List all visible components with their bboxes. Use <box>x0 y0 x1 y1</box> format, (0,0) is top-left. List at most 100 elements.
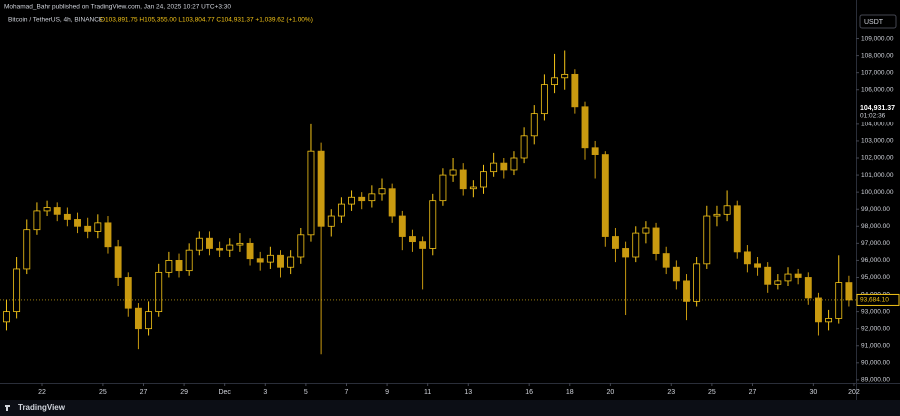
candle-body <box>388 188 396 217</box>
candle-body <box>337 203 345 217</box>
y-tick-label: 108,000.00 <box>861 52 894 59</box>
candle-body <box>835 282 843 319</box>
candle-body <box>764 266 772 285</box>
candle-body <box>530 113 538 137</box>
candle-body <box>348 196 356 205</box>
candle-body <box>480 171 487 188</box>
candle-body <box>114 246 122 278</box>
candle-body <box>246 242 254 260</box>
x-tick-label: 23 <box>667 389 675 396</box>
x-tick-label: 3 <box>263 389 267 396</box>
candle-body <box>236 242 244 246</box>
candle-body <box>713 213 721 217</box>
candle-body <box>185 249 193 272</box>
candle-body <box>500 162 508 171</box>
candle-body <box>774 280 782 285</box>
x-tick-label: 25 <box>708 389 716 396</box>
candle-body <box>409 236 416 243</box>
publisher: Mohamad_Bahr published on TradingView.co… <box>4 4 231 11</box>
candle-body <box>74 219 81 227</box>
candle-body <box>642 227 650 234</box>
candle-body <box>216 248 224 251</box>
candle-body <box>743 251 751 265</box>
x-tick-label: 9 <box>385 389 389 396</box>
candle-body <box>520 135 528 159</box>
y-tick-label: 106,000.00 <box>861 86 894 93</box>
candle-body <box>754 263 761 268</box>
candle-body <box>845 282 853 301</box>
candle-body <box>561 73 569 79</box>
y-tick-label: 96,000.00 <box>861 257 890 264</box>
currency-box[interactable] <box>859 14 897 29</box>
y-tick-label: 99,000.00 <box>861 206 890 213</box>
candle-body <box>510 157 518 171</box>
y-tick-label: 92,000.00 <box>861 325 890 332</box>
candle-body <box>297 234 305 258</box>
candle-body <box>693 263 701 302</box>
candle-body <box>266 254 274 263</box>
y-tick-label: 90,000.00 <box>861 360 890 367</box>
candle-body <box>23 229 31 270</box>
candle-body <box>815 297 822 323</box>
candle-body <box>540 84 548 115</box>
y-tick-label: 98,000.00 <box>861 223 890 230</box>
y-tick-label: 89,000.00 <box>861 377 890 384</box>
currency[interactable]: USDT <box>864 19 884 26</box>
candle-body <box>94 222 102 232</box>
y-tick-label: 93,000.00 <box>861 308 890 315</box>
candle-body <box>256 258 264 263</box>
candle-body <box>733 205 741 253</box>
y-tick-label: 102,000.00 <box>861 155 894 162</box>
candle-body <box>571 73 579 108</box>
candle-body <box>165 260 173 273</box>
candle-body <box>277 254 284 268</box>
candle-body <box>327 215 335 227</box>
candle-body <box>784 273 792 282</box>
candle-body <box>43 207 51 212</box>
candle-body <box>175 260 183 272</box>
x-tick-label: 13 <box>464 389 472 396</box>
last-price-label: 93,684.10 <box>860 297 889 304</box>
candle-body <box>63 213 71 220</box>
candle-body <box>703 215 711 265</box>
y-tick-label: 104,000.00 <box>861 121 894 128</box>
candle-body <box>469 186 477 190</box>
x-tick-label: 20 <box>606 389 614 396</box>
x-tick-label: 5 <box>304 389 308 396</box>
candle-body <box>672 266 680 282</box>
candle-body <box>622 248 630 258</box>
candle-body <box>53 207 61 215</box>
footer <box>0 400 900 416</box>
countdown: 01:02:36 <box>860 113 886 120</box>
candle-body <box>429 200 437 249</box>
candle-body <box>723 205 731 215</box>
candle-body <box>419 241 427 249</box>
candle-body <box>317 150 325 227</box>
candle-body <box>612 236 619 249</box>
candle-body <box>591 147 599 155</box>
candle-body <box>804 277 812 299</box>
x-tick-label: 27 <box>749 389 757 396</box>
y-tick-label: 101,000.00 <box>861 172 894 179</box>
candle-body <box>104 222 112 248</box>
candle-body <box>378 188 386 195</box>
candle-body <box>683 280 690 302</box>
y-tick-label: 100,000.00 <box>861 189 894 196</box>
candle-body <box>226 244 234 251</box>
y-tick-label: 109,000.00 <box>861 35 894 42</box>
x-tick-label: 27 <box>140 389 148 396</box>
candle-body <box>601 154 609 237</box>
candle-body <box>145 311 153 330</box>
candle-body <box>490 162 498 173</box>
candle-body <box>551 77 559 86</box>
candle-body <box>3 311 10 323</box>
brand[interactable]: TradingView <box>18 403 66 412</box>
y-tick-label: 103,000.00 <box>861 138 894 145</box>
candle-body <box>124 277 132 309</box>
x-tick-label: 18 <box>566 389 574 396</box>
y-tick-label: 95,000.00 <box>861 274 890 281</box>
x-tick-label: 11 <box>424 389 431 396</box>
ohlc: O103,891.75 H105,355.00 L103,804.77 C104… <box>100 17 313 24</box>
